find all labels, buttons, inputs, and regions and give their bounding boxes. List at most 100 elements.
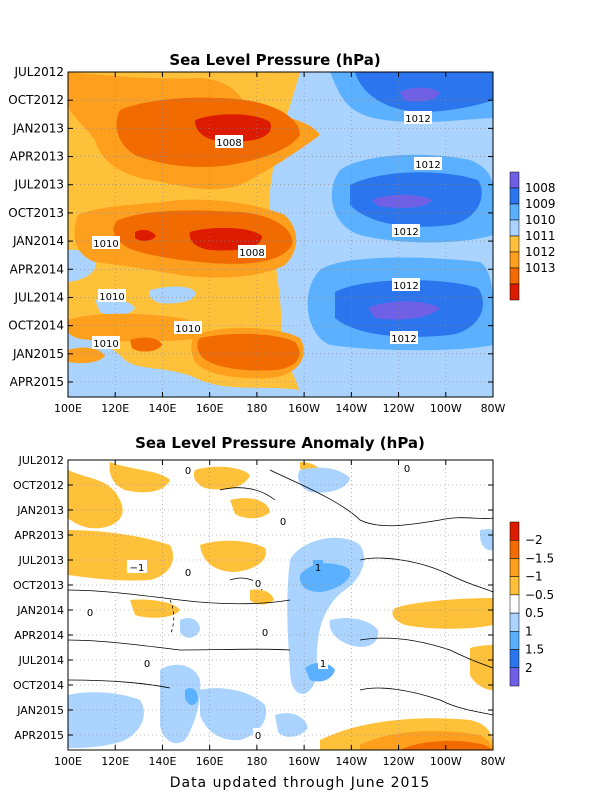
colorbar-label: −0.5 xyxy=(525,588,554,602)
colorbar-swatch xyxy=(509,283,520,301)
contour-label: 0 xyxy=(185,568,191,579)
colorbar-swatch xyxy=(509,558,520,577)
y-tick-label: OCT2014 xyxy=(8,319,64,333)
anomaly-contour-labels: 0 0 0 0 0 0 −1 1 1 0 0 0 xyxy=(85,461,412,742)
y-tick-label: OCT2013 xyxy=(13,579,64,592)
slp-grid xyxy=(68,72,493,397)
contour-label: 0 xyxy=(144,659,150,670)
colorbar-label: 1 xyxy=(525,624,533,638)
anomaly-colorbar: 2 1.5 1 0.5 −0.5 −1 −1.5 −2 xyxy=(509,521,554,687)
y-tick-label: OCT2012 xyxy=(8,93,64,107)
colorbar-swatch xyxy=(509,251,520,269)
colorbar-label: −1.5 xyxy=(525,551,554,565)
x-tick-label: 140E xyxy=(148,755,176,768)
colorbar-swatch xyxy=(509,631,520,650)
colorbar-swatch xyxy=(509,594,520,614)
contour-label: 1012 xyxy=(393,227,418,238)
contour-label: 1012 xyxy=(391,334,416,345)
contour-label: 1012 xyxy=(415,160,440,171)
y-tick-label: OCT2012 xyxy=(13,479,64,492)
contour-label: 1 xyxy=(320,659,326,670)
x-tick-label: 120E xyxy=(101,402,129,415)
y-tick-label: APR2014 xyxy=(10,262,64,276)
y-tick-label: JAN2014 xyxy=(16,604,64,617)
y-tick-label: JAN2013 xyxy=(16,504,64,517)
slp-anomaly-title: Sea Level Pressure Anomaly (hPa) xyxy=(135,434,425,452)
colorbar-swatch xyxy=(509,612,520,632)
anomaly-contours xyxy=(67,469,494,716)
slp-title: Sea Level Pressure (hPa) xyxy=(169,51,380,69)
contour-label: 1012 xyxy=(393,281,418,292)
chart-canvas: Sea Level Pressure (hPa) xyxy=(8,51,555,768)
slp-frame xyxy=(67,71,494,398)
y-tick-label: OCT2014 xyxy=(13,679,64,692)
colorbar-swatch xyxy=(509,576,520,596)
x-tick-label: 100E xyxy=(54,755,82,768)
colorbar-swatch xyxy=(509,667,520,687)
y-tick-label: JUL2012 xyxy=(18,454,64,467)
contour-label: 0 xyxy=(404,464,410,475)
y-tick-label: APR2015 xyxy=(14,729,64,742)
x-tick-label: 140W xyxy=(335,755,367,768)
x-tick-label: 160E xyxy=(196,755,224,768)
colorbar-label: 2 xyxy=(525,661,533,675)
contour-label: 1010 xyxy=(175,324,200,335)
colorbar-label: 1012 xyxy=(525,245,556,259)
y-tick-label: OCT2013 xyxy=(8,206,64,220)
y-tick-label: JUL2013 xyxy=(13,178,64,192)
slp-contour-labels: 1012 1008 1012 1012 1010 1008 1012 1010 … xyxy=(92,111,442,350)
colorbar-label: −1 xyxy=(525,570,543,584)
contour-label: 0 xyxy=(255,731,261,742)
footer-note: Data updated through June 2015 xyxy=(169,775,431,791)
x-tick-label: 120W xyxy=(383,755,415,768)
x-tick-label: 80W xyxy=(481,402,506,415)
colorbar-label: −2 xyxy=(525,533,543,547)
contour-label: 0 xyxy=(255,579,261,590)
y-tick-label: JAN2015 xyxy=(12,347,64,361)
y-tick-label: APR2015 xyxy=(10,375,64,389)
anomaly-axes: 100E 120E 140E 160E 180 160W 140W 120W 100W 80W JU… xyxy=(13,454,506,768)
y-tick-label: JUL2013 xyxy=(18,554,64,567)
x-tick-label: 120E xyxy=(101,755,129,768)
contour-label: 1010 xyxy=(93,239,118,250)
slp-panel: Sea Level Pressure (hPa) xyxy=(8,51,555,415)
x-tick-label: 140E xyxy=(148,402,176,415)
contour-label: 0 xyxy=(262,628,268,639)
contour-label: 1008 xyxy=(239,248,264,259)
colorbar-label: 0.5 xyxy=(525,606,544,620)
slp-axes: 100E 120E 140E 160E 180 160W 140W 120W 100W 80W JU… xyxy=(8,65,505,415)
x-tick-label: 160W xyxy=(288,402,320,415)
colorbar-swatch xyxy=(509,539,520,559)
contour-label: 1 xyxy=(315,563,321,574)
colorbar-swatch xyxy=(509,267,520,285)
y-tick-label: JUL2014 xyxy=(13,290,64,304)
x-tick-label: 100E xyxy=(54,402,82,415)
colorbar-swatch xyxy=(509,171,520,189)
y-tick-label: APR2013 xyxy=(10,150,64,164)
y-tick-label: JAN2014 xyxy=(12,234,64,248)
y-tick-label: JUL2014 xyxy=(18,654,64,667)
slp-field xyxy=(68,72,493,397)
slp-colorbar: 1008 1009 1010 1011 1012 1013 xyxy=(509,171,556,301)
y-tick-label: APR2013 xyxy=(14,529,64,542)
anomaly-grid xyxy=(68,460,493,750)
colorbar-label: 1.5 xyxy=(525,643,544,657)
anomaly-frame xyxy=(67,459,494,751)
x-tick-label: 160W xyxy=(288,755,320,768)
contour-label: 1012 xyxy=(405,114,430,125)
x-tick-label: 100W xyxy=(430,755,462,768)
colorbar-swatch xyxy=(509,219,520,237)
colorbar-label: 1011 xyxy=(525,229,556,243)
colorbar-label: 1008 xyxy=(525,181,556,195)
colorbar-swatch xyxy=(509,521,520,541)
x-tick-label: 100W xyxy=(430,402,462,415)
contour-label: 0 xyxy=(280,517,286,528)
y-tick-label: JAN2013 xyxy=(12,121,64,135)
y-tick-label: JUL2012 xyxy=(13,65,64,79)
colorbar-label: 1010 xyxy=(525,213,556,227)
contour-label: 1008 xyxy=(216,138,241,149)
x-tick-label: 120W xyxy=(383,402,415,415)
contour-label: 0 xyxy=(87,608,93,619)
contour-label: 1010 xyxy=(93,339,118,350)
y-tick-label: JAN2015 xyxy=(16,704,64,717)
